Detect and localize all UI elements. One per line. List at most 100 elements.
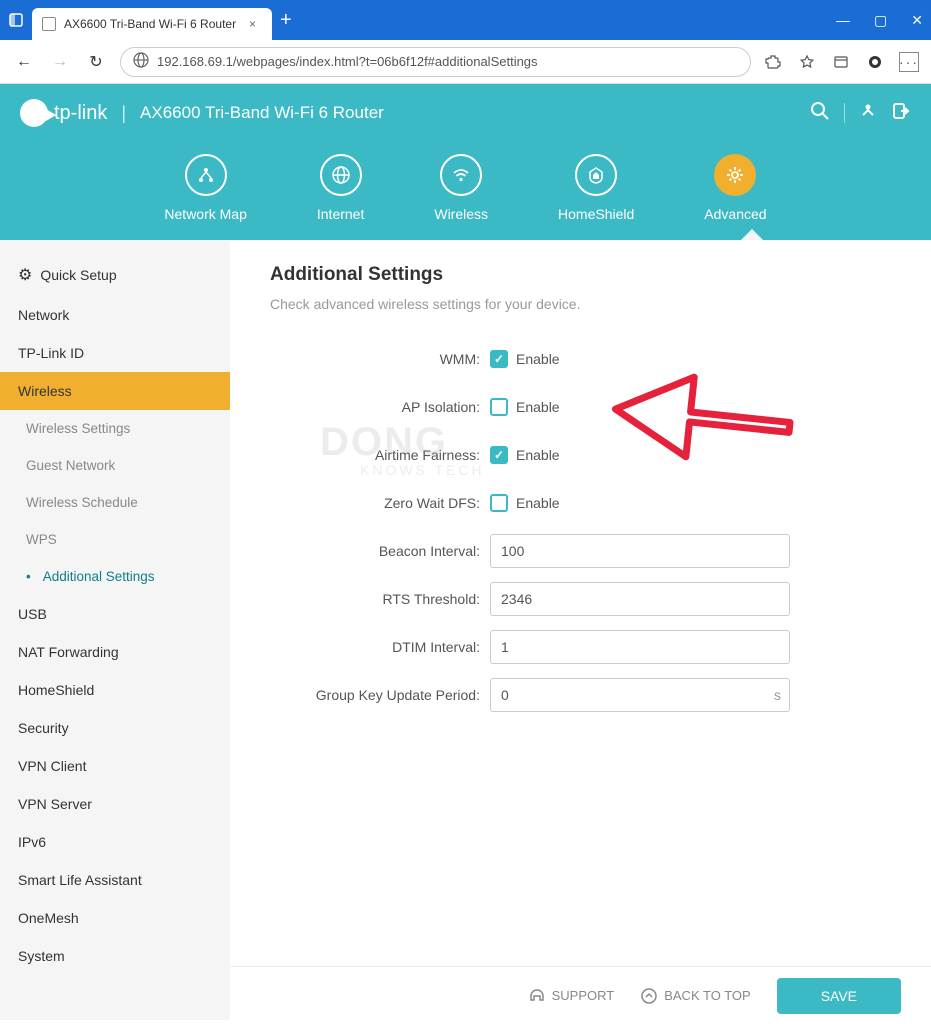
- refresh-button[interactable]: ↻: [84, 50, 108, 74]
- input-group-key[interactable]: [490, 678, 790, 712]
- back-to-top-button[interactable]: BACK TO TOP: [640, 987, 750, 1005]
- sidebar-smart-life[interactable]: Smart Life Assistant: [0, 861, 230, 899]
- sidebar-homeshield[interactable]: HomeShield: [0, 671, 230, 709]
- nav-label: Advanced: [704, 206, 766, 222]
- sidebar-tplink-id[interactable]: TP-Link ID: [0, 334, 230, 372]
- window-controls: — ▢ ✕: [836, 12, 923, 29]
- minimize-button[interactable]: —: [836, 12, 850, 29]
- sidebar-security[interactable]: Security: [0, 709, 230, 747]
- nav-label: Wireless: [434, 206, 488, 222]
- enable-label: Enable: [516, 351, 560, 367]
- main-panel: Additional Settings Check advanced wirel…: [230, 240, 931, 1020]
- tab-title: AX6600 Tri-Band Wi-Fi 6 Router: [64, 17, 236, 31]
- logo-icon: [20, 99, 48, 127]
- row-rts-threshold: RTS Threshold:: [270, 582, 891, 616]
- row-group-key: Group Key Update Period: s: [270, 678, 891, 712]
- sidebar-wireless-schedule[interactable]: Wireless Schedule: [0, 484, 230, 521]
- toolbar-icons: ···: [763, 52, 919, 72]
- enable-label: Enable: [516, 495, 560, 511]
- header-actions: [810, 101, 911, 126]
- sidebar-wps[interactable]: WPS: [0, 521, 230, 558]
- tab-list-icon[interactable]: [8, 12, 24, 28]
- input-beacon-interval[interactable]: [490, 534, 790, 568]
- nav-label: Internet: [317, 206, 364, 222]
- sidebar-ipv6[interactable]: IPv6: [0, 823, 230, 861]
- logout-icon[interactable]: [891, 101, 911, 126]
- sidebar-system[interactable]: System: [0, 937, 230, 975]
- nav-homeshield[interactable]: HomeShield: [558, 154, 634, 222]
- label-zero-wait-dfs: Zero Wait DFS:: [270, 495, 490, 511]
- sidebar-wireless[interactable]: Wireless: [0, 372, 230, 410]
- logo[interactable]: tp-link: [20, 99, 107, 127]
- sidebar-guest-network[interactable]: Guest Network: [0, 447, 230, 484]
- up-arrow-icon: [640, 987, 658, 1005]
- row-beacon-interval: Beacon Interval:: [270, 534, 891, 568]
- label-beacon-interval: Beacon Interval:: [270, 543, 490, 559]
- label-rts-threshold: RTS Threshold:: [270, 591, 490, 607]
- checkbox-airtime-fairness[interactable]: [490, 446, 508, 464]
- wireless-icon: [440, 154, 482, 196]
- browser-toolbar: ← → ↻ 192.168.69.1/webpages/index.html?t…: [0, 40, 931, 84]
- sidebar-wireless-settings[interactable]: Wireless Settings: [0, 410, 230, 447]
- row-zero-wait-dfs: Zero Wait DFS: Enable: [270, 486, 891, 520]
- main-nav: Network Map Internet Wireless HomeShield…: [0, 142, 931, 240]
- nav-internet[interactable]: Internet: [317, 154, 364, 222]
- router-header: tp-link | AX6600 Tri-Band Wi-Fi 6 Router…: [0, 84, 931, 240]
- content: ⚙Quick Setup Network TP-Link ID Wireless…: [0, 240, 931, 1020]
- input-dtim-interval[interactable]: [490, 630, 790, 664]
- sidebar-quick-setup[interactable]: ⚙Quick Setup: [0, 254, 230, 296]
- nav-label: Network Map: [164, 206, 246, 222]
- gear-icon: ⚙: [18, 265, 32, 285]
- label-dtim-interval: DTIM Interval:: [270, 639, 490, 655]
- action-divider: [844, 103, 845, 123]
- save-button[interactable]: SAVE: [777, 978, 901, 1014]
- input-rts-threshold[interactable]: [490, 582, 790, 616]
- network-map-icon: [185, 154, 227, 196]
- update-icon[interactable]: [859, 102, 877, 125]
- sidebar-nat-forwarding[interactable]: NAT Forwarding: [0, 633, 230, 671]
- nav-network-map[interactable]: Network Map: [164, 154, 246, 222]
- nav-wireless[interactable]: Wireless: [434, 154, 488, 222]
- url-bar[interactable]: 192.168.69.1/webpages/index.html?t=06b6f…: [120, 47, 751, 77]
- sidebar-vpn-server[interactable]: VPN Server: [0, 785, 230, 823]
- reader-icon[interactable]: [865, 52, 885, 72]
- close-window-button[interactable]: ✕: [911, 12, 923, 29]
- support-icon: [528, 987, 546, 1005]
- back-button[interactable]: ←: [12, 50, 36, 74]
- checkbox-wmm[interactable]: [490, 350, 508, 368]
- unit-seconds: s: [774, 687, 781, 703]
- sidebar-usb[interactable]: USB: [0, 595, 230, 633]
- homeshield-icon: [575, 154, 617, 196]
- url-text: 192.168.69.1/webpages/index.html?t=06b6f…: [157, 54, 538, 69]
- support-button[interactable]: SUPPORT: [528, 987, 615, 1005]
- browser-tab[interactable]: AX6600 Tri-Band Wi-Fi 6 Router ×: [32, 8, 272, 40]
- sidebar-additional-settings[interactable]: Additional Settings: [0, 558, 230, 595]
- divider: |: [121, 103, 126, 124]
- more-button[interactable]: ···: [899, 52, 919, 72]
- search-icon[interactable]: [810, 101, 830, 126]
- checkbox-zero-wait-dfs[interactable]: [490, 494, 508, 512]
- sidebar-network[interactable]: Network: [0, 296, 230, 334]
- maximize-button[interactable]: ▢: [874, 12, 887, 29]
- settings-form: WMM: Enable AP Isolation: Enable Airtime…: [270, 342, 891, 712]
- router-topbar: tp-link | AX6600 Tri-Band Wi-Fi 6 Router: [0, 84, 931, 142]
- page-description: Check advanced wireless settings for you…: [270, 296, 891, 312]
- favorite-icon[interactable]: [797, 52, 817, 72]
- enable-label: Enable: [516, 447, 560, 463]
- tab-close-button[interactable]: ×: [243, 15, 262, 33]
- page-title: Additional Settings: [270, 264, 891, 286]
- browser-titlebar: AX6600 Tri-Band Wi-Fi 6 Router × + — ▢ ✕: [0, 0, 931, 40]
- collections-icon[interactable]: [831, 52, 851, 72]
- checkbox-ap-isolation[interactable]: [490, 398, 508, 416]
- nav-advanced[interactable]: Advanced: [704, 154, 766, 222]
- tab-favicon-icon: [42, 17, 56, 31]
- row-dtim-interval: DTIM Interval:: [270, 630, 891, 664]
- logo-text: tp-link: [54, 102, 107, 125]
- new-tab-button[interactable]: +: [280, 9, 292, 32]
- sidebar-vpn-client[interactable]: VPN Client: [0, 747, 230, 785]
- extension-icon[interactable]: [763, 52, 783, 72]
- forward-button[interactable]: →: [48, 50, 72, 74]
- label-group-key: Group Key Update Period:: [270, 687, 490, 703]
- sidebar-onemesh[interactable]: OneMesh: [0, 899, 230, 937]
- footer: SUPPORT BACK TO TOP SAVE: [230, 966, 931, 1024]
